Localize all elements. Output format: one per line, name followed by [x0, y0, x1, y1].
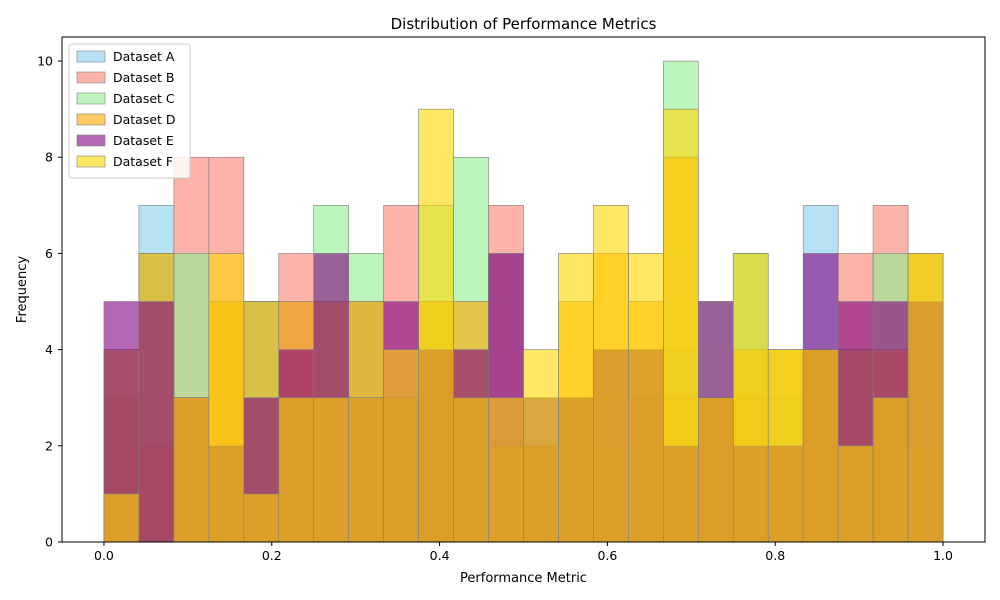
x-tick-label: 0.8	[765, 548, 785, 563]
bar-series-6-bin-14	[558, 253, 594, 543]
legend-swatch	[76, 92, 106, 105]
bar-series-6-bin-9	[383, 349, 419, 543]
bar-series-6-bin-21	[802, 349, 839, 543]
x-axis-ticks: 0.0 0.2 0.4 0.6 0.8 1.0	[94, 542, 953, 563]
bar-series-6-bin-16	[628, 253, 664, 543]
bar-series-6-bin-10	[418, 108, 454, 543]
x-axis-label: Performance Metric	[460, 571, 587, 586]
legend: Dataset A Dataset B Dataset C Dataset D Data…	[68, 43, 191, 179]
y-axis-ticks: 0 2 4 6 8 10	[37, 54, 62, 550]
legend-label: Dataset B	[113, 70, 175, 85]
legend-label: Dataset E	[113, 133, 174, 148]
bar-series-5-bin-2	[138, 301, 175, 543]
legend-swatch	[76, 134, 106, 147]
bar-series-6-bin-20	[767, 349, 804, 543]
y-tick-label: 6	[45, 246, 53, 261]
bar-series-6-bin-1	[103, 493, 140, 543]
legend-label: Dataset F	[113, 154, 173, 169]
bar-series-6-bin-17	[663, 108, 699, 543]
y-axis-label: Frequency	[15, 256, 30, 323]
bar-series-6-bin-15	[593, 205, 629, 543]
legend-swatch	[76, 71, 106, 84]
bar-series-6-bin-23	[872, 397, 909, 543]
y-tick-label: 10	[37, 54, 53, 69]
y-tick-label: 2	[45, 438, 53, 453]
legend-label: Dataset D	[113, 112, 176, 127]
bar-series-6-bin-13	[523, 349, 559, 543]
x-tick-label: 0.2	[262, 548, 282, 563]
bar-series-6-bin-8	[348, 397, 384, 543]
legend-label: Dataset C	[113, 91, 175, 106]
bar-series-6-bin-12	[488, 397, 524, 543]
legend-swatch	[76, 155, 106, 168]
histogram-bars	[103, 60, 944, 543]
bar-series-6-bin-11	[453, 397, 489, 543]
plot-frame	[61, 36, 986, 543]
x-tick-label: 0.6	[597, 548, 617, 563]
bar-series-6-bin-24	[907, 253, 944, 543]
bar-series-6-bin-4	[208, 253, 245, 543]
bar-series-6-bin-19	[732, 253, 769, 543]
bar-series-6-bin-5	[243, 493, 280, 543]
x-tick-label: 0.0	[94, 548, 114, 563]
legend-swatch	[76, 50, 106, 63]
legend-label: Dataset A	[113, 49, 175, 64]
bar-series-6-bin-6	[278, 397, 315, 543]
bar-series-6-bin-7	[313, 397, 349, 543]
bar-series-6-bin-22	[837, 445, 874, 543]
bar-series-6-bin-18	[698, 397, 734, 543]
x-tick-label: 0.4	[430, 548, 450, 563]
bar-series-6-bin-3	[173, 397, 210, 543]
legend-swatch	[76, 113, 106, 126]
x-tick-label: 1.0	[933, 548, 953, 563]
y-tick-label: 8	[45, 150, 53, 165]
y-tick-label: 0	[45, 535, 53, 550]
y-tick-label: 4	[45, 342, 53, 357]
chart-title: Distribution of Performance Metrics	[391, 15, 657, 33]
